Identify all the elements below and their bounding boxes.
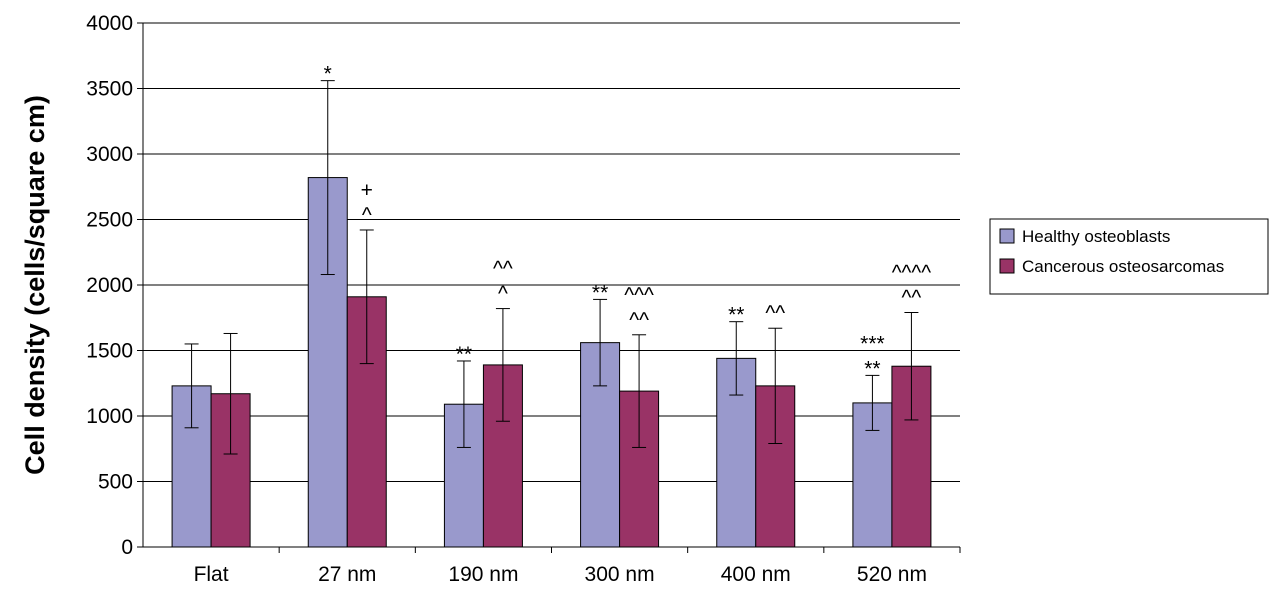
y-tick-label: 1000 [86, 405, 133, 428]
significance-annotation: + [361, 179, 373, 202]
significance-annotation: ^^^^ [892, 262, 932, 285]
legend: Healthy osteoblasts Cancerous osteosarcom… [989, 218, 1269, 295]
significance-annotation: ^^ [629, 309, 649, 332]
y-axis-label: Cell density (cells/square cm) [20, 95, 50, 475]
significance-annotation: ** [864, 357, 880, 380]
y-tick-label: 3500 [86, 78, 133, 101]
axes [142, 23, 961, 553]
legend-swatch [999, 228, 1015, 244]
y-tick-label: 2000 [86, 274, 133, 297]
significance-annotation: ** [456, 343, 472, 366]
legend-label: Healthy osteoblasts [1022, 227, 1170, 246]
y-tick-label: 500 [98, 471, 133, 494]
x-tick-label: 300 nm [585, 563, 655, 586]
significance-annotation: ^^ [493, 258, 513, 281]
legend-label: Cancerous osteosarcomas [1022, 257, 1224, 276]
significance-annotation: ** [592, 281, 608, 304]
legend-box [989, 218, 1269, 295]
significance-annotation: ^^ [902, 287, 922, 310]
y-tick-label: 4000 [86, 12, 133, 35]
bars [171, 80, 932, 548]
significance-annotation: ^^^ [624, 284, 654, 307]
gridlines [137, 22, 960, 548]
x-tick-label: 190 nm [448, 563, 518, 586]
y-tick-labels: 0 500 1000 1500 2000 2500 3000 3500 4000 [86, 12, 133, 559]
y-tick-label: 0 [121, 536, 133, 559]
significance-annotation: ** [728, 304, 744, 327]
bar [580, 342, 621, 548]
x-tick-label: 400 nm [721, 563, 791, 586]
legend-swatch [999, 258, 1015, 274]
y-tick-label: 2500 [86, 209, 133, 232]
significance-annotation: * [324, 63, 332, 86]
y-tick-label: 3000 [86, 143, 133, 166]
x-tick-label: 520 nm [857, 563, 927, 586]
x-tick-label: Flat [194, 563, 229, 586]
x-tick-labels: Flat 27 nm 190 nm 300 nm 400 nm 520 nm [194, 563, 927, 586]
significance-annotation: ^ [362, 204, 372, 227]
significance-annotation: ^^ [765, 302, 785, 325]
x-tick-label: 27 nm [318, 563, 376, 586]
significance-annotation: *** [860, 332, 885, 355]
significance-annotations: *+^**^^^ ** ^^^^^ ** ^^*****^^^^^^ [324, 63, 932, 381]
significance-annotation: ^ [498, 283, 508, 306]
y-tick-label: 1500 [86, 340, 133, 363]
